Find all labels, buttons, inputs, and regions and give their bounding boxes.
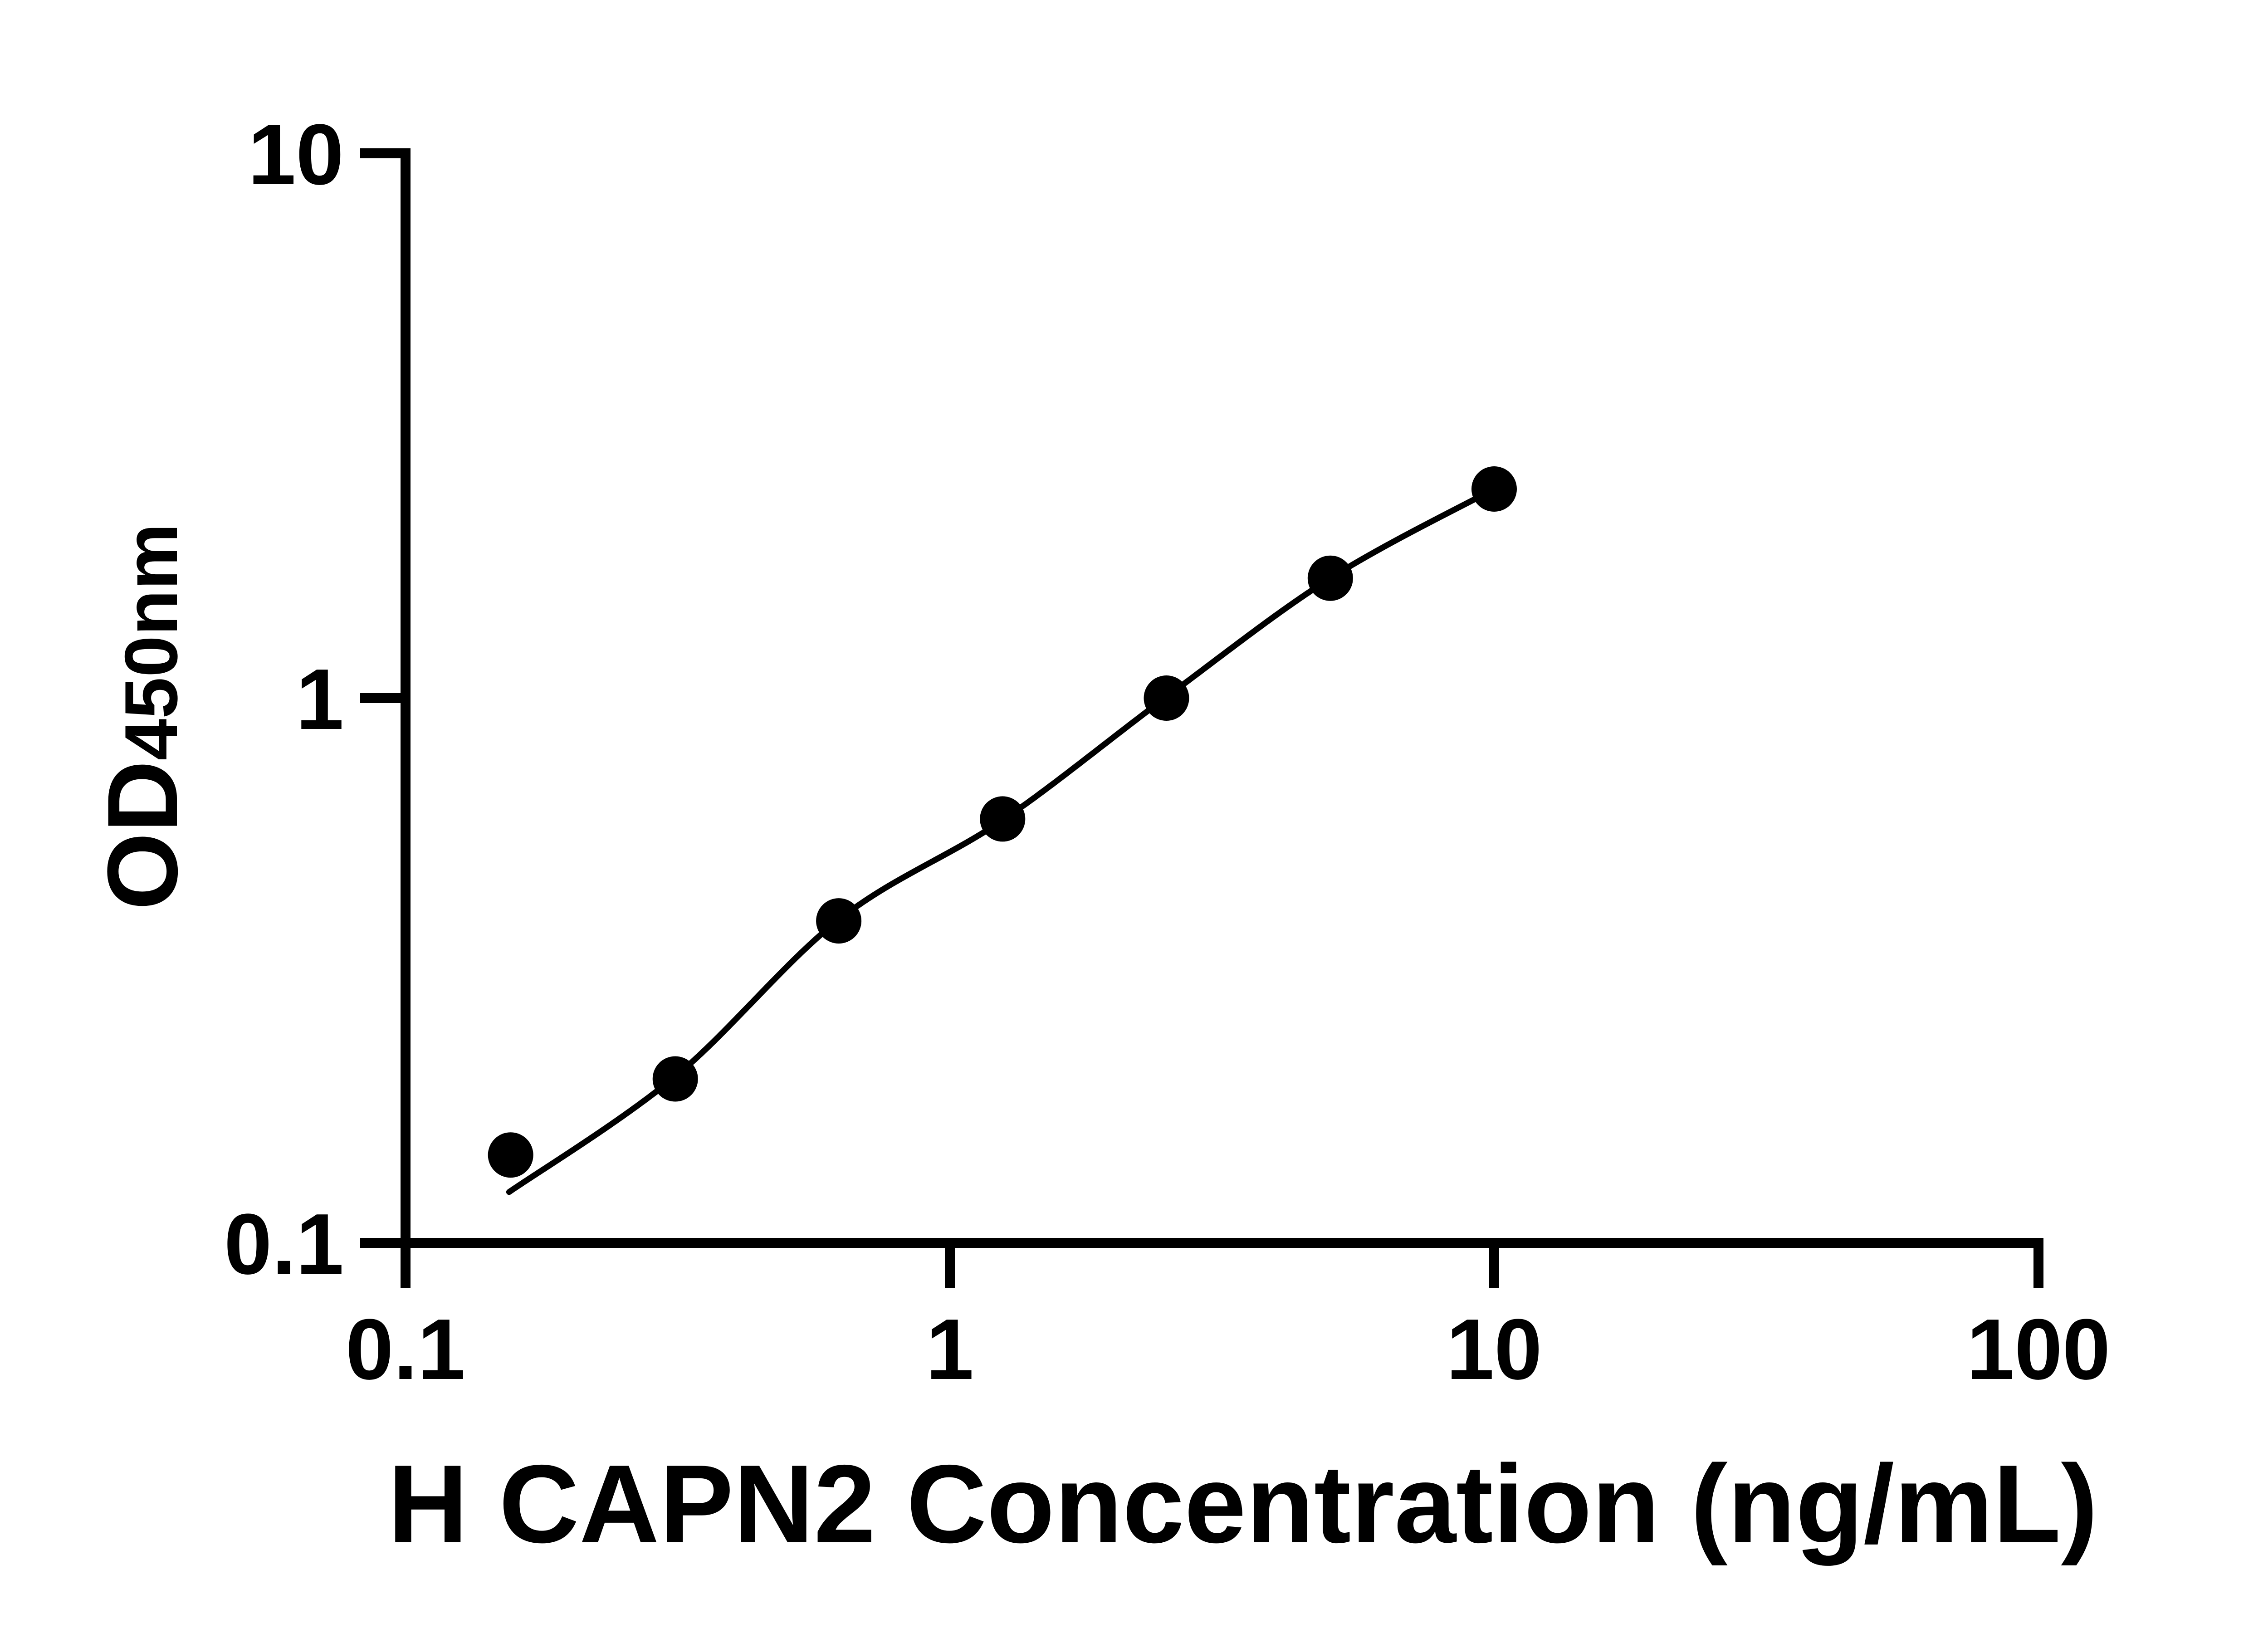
data-points <box>488 466 1517 1178</box>
y-axis-title: OD450nm <box>87 523 198 910</box>
y-axis-title-main: OD <box>87 760 198 910</box>
x-ticks <box>401 1238 2043 1288</box>
x-tick-label: 100 <box>1966 1301 2110 1398</box>
data-point <box>1471 466 1517 512</box>
y-tick-label: 1 <box>296 651 344 748</box>
x-tick-label: 10 <box>1446 1301 1542 1398</box>
data-point <box>1144 675 1189 721</box>
x-tick-labels: 0.1 1 10 100 <box>346 1301 2111 1398</box>
y-tick-labels: 0.1 1 10 <box>224 107 344 1292</box>
x-tick-label: 0.1 <box>346 1301 465 1398</box>
y-tick-label: 10 <box>248 107 344 203</box>
data-point <box>980 796 1026 842</box>
data-point <box>488 1132 533 1178</box>
data-point <box>816 898 862 944</box>
data-point <box>1307 555 1353 601</box>
x-axis-title: H CAPN2 Concentration (ng/mL) <box>388 1442 2098 1566</box>
x-tick-label: 1 <box>926 1301 974 1398</box>
y-axis-title-sub: 450nm <box>109 523 193 761</box>
plot-area: 0.1 1 10 0.1 1 10 100 H CAPN2 Concentration (… <box>87 107 2111 1566</box>
data-point <box>652 1056 698 1102</box>
y-tick-label: 0.1 <box>224 1196 344 1292</box>
